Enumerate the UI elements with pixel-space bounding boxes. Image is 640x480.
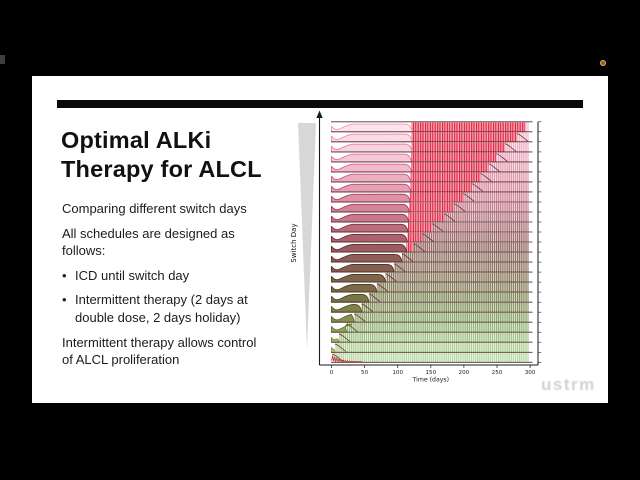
title-rule — [57, 100, 583, 108]
x-tick-label: 300 — [525, 370, 536, 376]
recording-dot — [600, 60, 606, 66]
schedule-row — [331, 252, 529, 263]
schedule-row — [331, 172, 529, 183]
watermark: ustrm — [541, 375, 596, 394]
x-tick-label: 250 — [492, 370, 503, 376]
schedule-row — [331, 332, 529, 343]
paragraph: Intermittent therapy allows control of AL… — [62, 334, 257, 368]
schedule-row — [331, 282, 529, 293]
paragraph: Comparing different switch days — [62, 201, 247, 216]
schedule-row — [331, 152, 529, 163]
switch-day-chart-svg: 0 50 100 150 200 250 300 Time (days) Switch Day — [290, 110, 542, 384]
bullet-glyph: • — [62, 292, 67, 308]
presentation-slide: Optimal ALKi Therapy for ALCL Comparing … — [32, 76, 608, 403]
schedule-row — [331, 122, 529, 133]
slide-title-line1: Optimal ALKi — [61, 127, 212, 153]
x-tick-label: 100 — [392, 370, 403, 376]
switch-day-wedge — [298, 123, 316, 350]
x-tick-label: 50 — [361, 370, 369, 376]
schedule-row — [331, 202, 529, 213]
bullet-item: • Intermittent therapy (2 days at double d… — [62, 292, 248, 325]
slide-title: Optimal ALKi Therapy for ALCL — [61, 126, 262, 184]
slide-title-line2: Therapy for ALCL — [61, 156, 262, 183]
slide-body-text: Comparing different switch days All sched… — [62, 200, 294, 376]
schedule-row — [331, 312, 529, 323]
schedule-row — [331, 342, 529, 353]
schedule-row — [331, 182, 529, 193]
y-axis-label: Switch Day — [290, 223, 298, 262]
paragraph: All schedules are designed as follows: — [62, 225, 235, 259]
axes: 0 50 100 150 200 250 300 Time (days) Switch Day — [290, 110, 539, 384]
schedule-row — [331, 142, 529, 153]
schedule-row — [331, 292, 529, 303]
video-artifact-speck — [0, 55, 5, 64]
x-tick-label: 150 — [425, 370, 436, 376]
schedule-row — [331, 352, 529, 363]
up-arrow-icon — [316, 110, 323, 118]
schedule-row — [331, 132, 529, 143]
schedule-row — [331, 192, 529, 203]
schedule-row — [331, 302, 529, 313]
schedule-row — [331, 242, 529, 253]
schedule-row — [331, 272, 529, 283]
schedule-row — [331, 232, 529, 243]
schedule-row — [331, 222, 529, 233]
x-tick-label: 200 — [459, 370, 470, 376]
schedule-row — [331, 162, 529, 173]
row-gridlines — [331, 121, 542, 363]
bullet-item: • ICD until switch day — [62, 267, 190, 283]
schedule-row — [331, 212, 529, 223]
schedule-row — [331, 262, 529, 273]
x-axis-label: Time (days) — [412, 377, 450, 384]
x-tick-label: 0 — [330, 370, 334, 376]
bullet-glyph: • — [62, 267, 67, 283]
switch-day-chart: 0 50 100 150 200 250 300 Time (days) Switch Day — [280, 100, 560, 400]
schedule-row — [331, 322, 529, 333]
